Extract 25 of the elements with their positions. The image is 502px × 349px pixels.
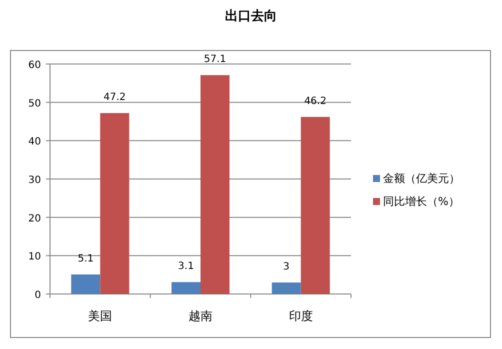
data-label: 5.1	[78, 253, 94, 264]
bar	[200, 75, 230, 294]
y-tick-label: 50	[28, 98, 41, 110]
bar	[100, 113, 130, 294]
y-tick-label: 20	[28, 213, 41, 224]
y-tick-label: 30	[28, 175, 41, 186]
data-label: 47.2	[104, 92, 126, 104]
y-tick-label: 60	[28, 60, 41, 71]
bar	[172, 282, 200, 294]
legend-label: 金额（亿美元）	[383, 172, 460, 185]
y-tick-label: 40	[28, 136, 41, 148]
y-tick-label: 10	[28, 252, 41, 263]
y-tick-label: 0	[34, 290, 41, 301]
legend-label: 同比增长（%）	[383, 195, 460, 208]
x-tick-label: 美国	[88, 309, 112, 323]
x-tick-label: 越南	[188, 309, 212, 323]
bar	[71, 274, 100, 294]
data-label: 57.1	[204, 54, 226, 66]
bar	[272, 282, 301, 294]
chart-title: 出口去向	[225, 9, 277, 24]
data-label: 3	[283, 262, 290, 272]
data-label: 46.2	[304, 96, 326, 107]
data-label: 3.1	[178, 261, 194, 272]
bar	[300, 116, 330, 294]
x-tick-label: 印度	[288, 309, 313, 323]
